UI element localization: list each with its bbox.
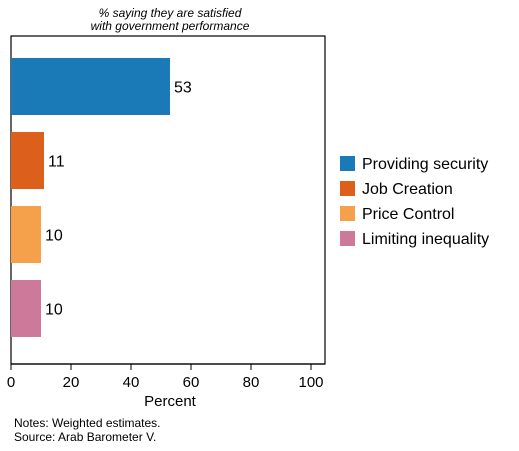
legend-swatch <box>340 231 355 246</box>
x-axis: 0 20 40 60 80 100 <box>7 363 325 391</box>
bar-job-creation <box>11 132 44 189</box>
x-tick-label: 0 <box>7 374 15 391</box>
chart-title: % saying they are satisfied <box>99 6 242 20</box>
bar-value-label: 10 <box>45 302 63 319</box>
x-tick-label: 20 <box>63 374 80 391</box>
bar-price-control <box>11 206 41 263</box>
bar-value-labels: 53 11 10 10 <box>45 80 192 319</box>
legend-swatch <box>340 156 355 171</box>
legend-label: Limiting inequality <box>362 231 489 248</box>
x-axis-label: Percent <box>144 393 197 410</box>
bar-value-label: 10 <box>45 228 63 245</box>
legend-label: Price Control <box>362 206 454 223</box>
x-tick-label: 60 <box>183 374 200 391</box>
legend-swatch <box>340 206 355 221</box>
legend: Providing security Job Creation Price Cont… <box>340 156 489 248</box>
legend-label: Job Creation <box>362 181 453 198</box>
bars-group <box>11 58 170 337</box>
notes-line: Notes: Weighted estimates. <box>14 416 161 430</box>
legend-label: Providing security <box>362 156 488 173</box>
x-tick-label: 100 <box>298 374 323 391</box>
source-line: Source: Arab Barometer V. <box>14 430 157 444</box>
x-tick-label: 80 <box>243 374 260 391</box>
bar-limiting-inequality <box>11 280 41 337</box>
legend-swatch <box>340 181 355 196</box>
bar-value-label: 53 <box>174 80 192 97</box>
chart-subtitle: with government performance <box>91 19 250 33</box>
bar-providing-security <box>11 58 170 115</box>
x-tick-label: 40 <box>123 374 140 391</box>
bar-value-label: 11 <box>48 154 65 171</box>
